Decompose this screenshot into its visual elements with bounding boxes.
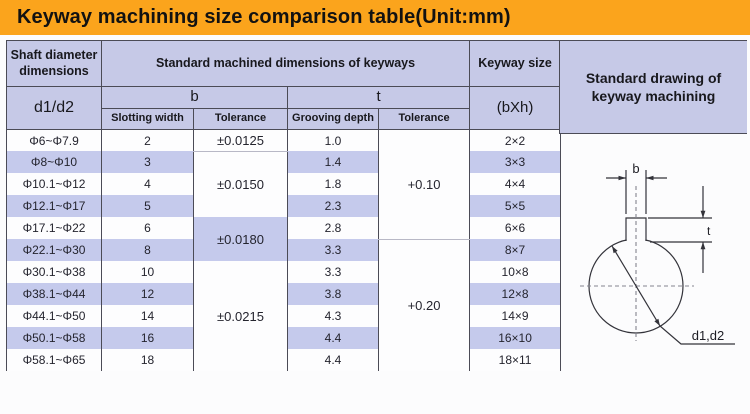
header-t: t: [286, 86, 471, 109]
header-tolerance-t: Tolerance: [377, 107, 471, 130]
groove-depth-cell: 1.4: [287, 151, 379, 174]
keyway-size-cell: 14×9: [469, 305, 562, 328]
header-d1d2: d1/d2: [6, 86, 102, 130]
groove-depth-cell: 3.8: [287, 283, 379, 306]
groove-depth-cell: 2.8: [287, 217, 379, 240]
dimension-label-b: b: [632, 161, 639, 176]
groove-depth-cell: 3.3: [287, 239, 379, 262]
keyway-size-cell: 12×8: [469, 283, 562, 306]
keyway-size-cell: 4×4: [469, 173, 562, 196]
slot-width-cell: 8: [101, 239, 194, 262]
groove-depth-cell: 1.8: [287, 173, 379, 196]
groove-depth-cell: 4.4: [287, 349, 379, 372]
slot-width-cell: 18: [101, 349, 194, 372]
page-title: Keyway machining size comparison table(U…: [17, 6, 511, 28]
drawing-panel-header: Standard drawing of keyway machining: [559, 40, 747, 134]
tolerance-b-cell: ±0.0125: [193, 129, 288, 152]
header-b: b: [101, 86, 288, 109]
slot-width-cell: 3: [101, 151, 194, 174]
shaft-range-cell: Φ8~Φ10: [6, 151, 102, 174]
shaft-range-cell: Φ6~Φ7.9: [6, 129, 102, 152]
groove-depth-cell: 4.3: [287, 305, 379, 328]
slot-width-cell: 6: [101, 217, 194, 240]
header-tolerance-b: Tolerance: [193, 107, 288, 130]
shaft-range-cell: Φ58.1~Φ65: [6, 349, 102, 372]
dimension-label-d1d2: d1,d2: [692, 328, 725, 343]
groove-depth-cell: 1.0: [287, 129, 379, 152]
groove-depth-cell: 3.3: [287, 261, 379, 284]
shaft-range-cell: Φ38.1~Φ44: [6, 283, 102, 306]
groove-depth-cell: 4.4: [287, 327, 379, 350]
tolerance-t-cell: +0.20: [377, 239, 470, 372]
keyway-size-cell: 8×7: [469, 239, 562, 262]
drawing-panel-title: Standard drawing of keyway machining: [585, 69, 722, 104]
dimension-label-t: t: [707, 224, 711, 238]
shaft-range-cell: Φ12.1~Φ17: [6, 195, 102, 218]
shaft-range-cell: Φ44.1~Φ50: [6, 305, 102, 328]
keyway-size-cell: 5×5: [469, 195, 562, 218]
shaft-range-cell: Φ17.1~Φ22: [6, 217, 102, 240]
header-standard-dimensions: Standard machined dimensions of keyways: [100, 40, 471, 87]
slot-width-cell: 2: [101, 129, 194, 152]
keyway-size-cell: 3×3: [469, 151, 562, 174]
diameter-leader: [611, 245, 735, 345]
keyway-size-cell: 6×6: [469, 217, 562, 240]
keyway-size-cell: 18×11: [469, 349, 562, 372]
keyway-spec-table: Shaft diameter dimensions Standard machi…: [6, 40, 562, 372]
slot-width-cell: 12: [101, 283, 194, 306]
header-bxh: (bXh): [469, 86, 562, 130]
shaft-range-cell: Φ22.1~Φ30: [6, 239, 102, 262]
slot-width-cell: 16: [101, 327, 194, 350]
tolerance-b-cell: ±0.0180: [193, 217, 288, 262]
header-grooving-depth: Grooving depth: [287, 107, 379, 130]
tolerance-b-cell: ±0.0215: [193, 261, 288, 372]
header-keyway-size: Keyway size: [469, 40, 562, 87]
slot-width-cell: 5: [101, 195, 194, 218]
tolerance-b-cell: ±0.0150: [193, 151, 288, 218]
keyway-size-cell: 10×8: [469, 261, 562, 284]
header-shaft-diameter: Shaft diameter dimensions: [6, 40, 102, 87]
title-bar: Keyway machining size comparison table(U…: [0, 0, 750, 35]
shaft-range-cell: Φ50.1~Φ58: [6, 327, 102, 350]
slot-width-cell: 10: [101, 261, 194, 284]
keyway-drawing: b t d1,d2: [580, 161, 735, 345]
keyway-size-cell: 2×2: [469, 129, 562, 152]
shaft-range-cell: Φ30.1~Φ38: [6, 261, 102, 284]
shaft-range-cell: Φ10.1~Φ12: [6, 173, 102, 196]
tolerance-t-cell: +0.10: [377, 129, 470, 240]
groove-depth-cell: 2.3: [287, 195, 379, 218]
keyway-size-cell: 16×10: [469, 327, 562, 350]
header-slotting-width: Slotting width: [101, 107, 194, 130]
slot-width-cell: 4: [101, 173, 194, 196]
slot-width-cell: 14: [101, 305, 194, 328]
